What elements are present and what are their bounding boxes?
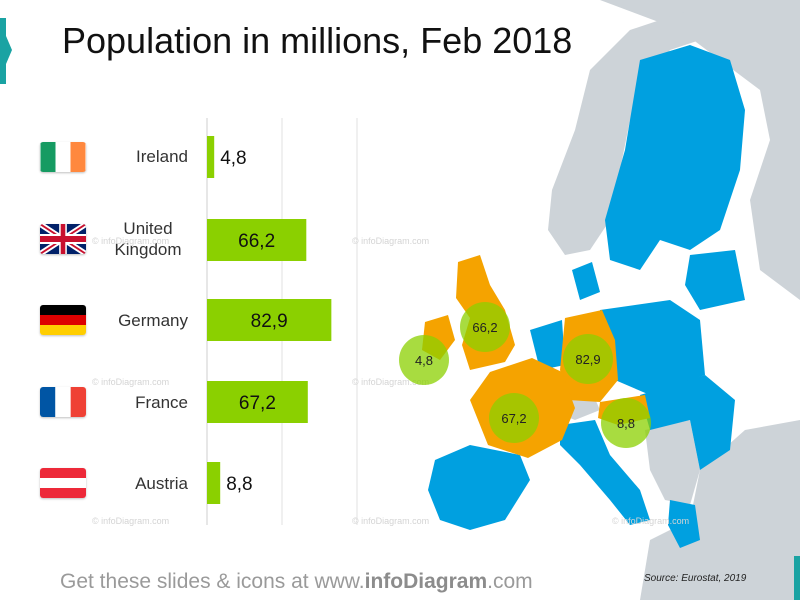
- map-bubble-label-germany: 82,9: [575, 352, 600, 367]
- bar-value-label-united-kingdom: 66,2: [238, 231, 275, 252]
- source-note: Source: Eurostat, 2019: [644, 573, 747, 584]
- category-label-germany: Germany: [118, 311, 188, 330]
- bar-value-label-germany: 82,9: [251, 311, 288, 332]
- watermark-7: © infoDiagram.com: [612, 516, 689, 526]
- footer-suffix: .com: [487, 570, 533, 593]
- bar-germany: [207, 299, 332, 341]
- watermark-4: © infoDiagram.com: [352, 377, 429, 387]
- map-bubble-germany: [563, 334, 613, 384]
- map-bubble-label-ireland: 4,8: [415, 353, 433, 368]
- map-denmark: [572, 262, 600, 300]
- bar-ireland: [207, 136, 215, 178]
- flag-austria-icon: [40, 468, 86, 498]
- map-greece: [668, 500, 700, 548]
- bar-value-label-france: 67,2: [239, 393, 276, 414]
- watermark-1: © infoDiagram.com: [92, 236, 169, 246]
- map-bubble-label-france: 67,2: [501, 411, 526, 426]
- bar-france: [207, 381, 308, 423]
- flag-ireland-icon: [40, 142, 86, 172]
- category-label-united-kingdom: United Kingdom: [38, 218, 188, 261]
- map-bubbles-group: 4,8 66,2 82,9 67,2 8,8: [399, 302, 651, 448]
- flag-uk-icon: [40, 224, 86, 254]
- footer-prefix: Get these slides & icons at www.: [60, 570, 365, 593]
- watermark-2: © infoDiagram.com: [352, 236, 429, 246]
- map-poland-central: [600, 300, 705, 395]
- map-non-eu-land: [600, 0, 800, 600]
- category-label-france: France: [135, 393, 188, 412]
- watermark-5: © infoDiagram.com: [92, 516, 169, 526]
- footer-brand: infoDiagram: [364, 570, 488, 593]
- map-sweden-finland: [605, 45, 745, 270]
- map-norway: [548, 10, 720, 255]
- map-bubble-united-kingdom: [460, 302, 510, 352]
- map-bubble-france: [489, 393, 539, 443]
- bar-value-label-austria: 8,8: [226, 474, 252, 495]
- corner-tab: [794, 556, 800, 600]
- chart-title: Population in millions, Feb 2018: [62, 20, 573, 61]
- watermark-6: © infoDiagram.com: [352, 516, 429, 526]
- europe-map: [422, 0, 800, 600]
- map-iberia: [428, 445, 530, 530]
- map-bubble-label-united-kingdom: 66,2: [472, 320, 497, 335]
- category-label-ireland: Ireland: [136, 147, 188, 166]
- map-baltics: [685, 250, 745, 310]
- flag-germany-icon: [40, 305, 86, 335]
- map-balkans: [645, 420, 700, 505]
- map-east-eu: [640, 375, 735, 470]
- map-bubble-austria: [601, 398, 651, 448]
- bar-austria: [207, 462, 221, 504]
- bar-value-label-ireland: 4,8: [220, 148, 246, 169]
- bars-group: 4,8 66,2 82,9 67,2 8,8: [207, 136, 332, 504]
- map-bubble-label-austria: 8,8: [617, 416, 635, 431]
- footer: Get these slides & icons at www.infoDiag…: [60, 570, 533, 594]
- bar-united-kingdom: [207, 219, 307, 261]
- category-label-united-kingdom-text: United Kingdom: [114, 219, 182, 260]
- watermark-3: © infoDiagram.com: [92, 377, 169, 387]
- flag-france-icon: [40, 387, 86, 417]
- map-italy: [560, 420, 650, 525]
- map-bubble-ireland: [399, 335, 449, 385]
- category-label-austria: Austria: [135, 474, 188, 493]
- accent-tab: [0, 18, 12, 84]
- map-benelux: [530, 320, 565, 370]
